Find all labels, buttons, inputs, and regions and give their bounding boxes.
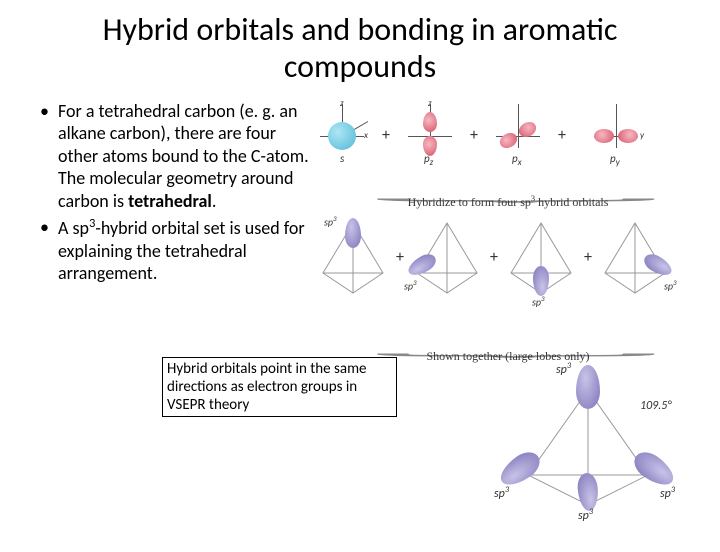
sp3-tetra-4: sp3: [600, 218, 670, 298]
z-label: z: [340, 98, 344, 109]
plus-icon: +: [470, 126, 478, 145]
orbital-diagram: z x s + z pz + px + y py ⏟ Hyb: [318, 100, 688, 500]
bullet-column: For a tetrahedral carbon (e. g. an alkan…: [38, 100, 318, 500]
plus-icon: +: [490, 248, 498, 267]
py-orbital-icon: [594, 129, 638, 143]
sp3-label: sp3: [404, 278, 417, 292]
z-label: z: [428, 98, 432, 109]
pz-label: pz: [424, 152, 433, 168]
sp3-label: sp3: [494, 485, 509, 501]
combined-tetrahedron: sp3 sp3 sp3 sp3 109.5°: [508, 375, 668, 515]
caption-box: Hybrid orbitals point in the same direct…: [162, 357, 397, 417]
brace1-text: Hybridize to form four sp3 hybrid orbita…: [388, 194, 628, 210]
s-label: s: [340, 152, 344, 165]
diagram-column: z x s + z pz + px + y py ⏟ Hyb: [318, 100, 690, 500]
bond-angle-label: 109.5°: [640, 399, 671, 413]
sp3-tetra-1: sp3: [318, 218, 388, 298]
y-label: y: [640, 130, 644, 141]
brace2-text: Shown together (large lobes only): [388, 349, 628, 364]
bullet-2: A sp3-hybrid orbital set is used for exp…: [38, 216, 318, 285]
slide-title: Hybrid orbitals and bonding in aromatic …: [40, 12, 680, 86]
content-area: For a tetrahedral carbon (e. g. an alkan…: [0, 100, 720, 500]
hybrid-orbitals-row: sp3 + sp3 + sp3 + sp3: [318, 218, 688, 328]
sp3-label: sp3: [660, 485, 675, 501]
bullet-1: For a tetrahedral carbon (e. g. an alkan…: [38, 100, 318, 213]
sp3-label: sp3: [532, 294, 545, 308]
sp3-tetra-3: sp3: [506, 218, 576, 298]
s-orbital-icon: [328, 122, 356, 150]
sp3-label: sp3: [664, 278, 677, 292]
sp3-tetra-2: sp3: [412, 218, 482, 298]
hybrid-lobe-icon: [576, 365, 600, 409]
sp3-label: sp3: [578, 507, 593, 523]
sp3-label: sp3: [556, 361, 571, 377]
plus-icon: +: [396, 248, 404, 267]
hybrid-lobe-icon: [345, 218, 361, 248]
plus-icon: +: [382, 126, 390, 145]
pz-orbital-icon: [423, 112, 437, 156]
px-label: px: [512, 152, 522, 168]
py-label: py: [610, 152, 620, 168]
plus-icon: +: [584, 248, 592, 267]
plus-icon: +: [558, 126, 566, 145]
x-label: x: [364, 130, 368, 141]
sp3-label: sp3: [324, 214, 337, 228]
